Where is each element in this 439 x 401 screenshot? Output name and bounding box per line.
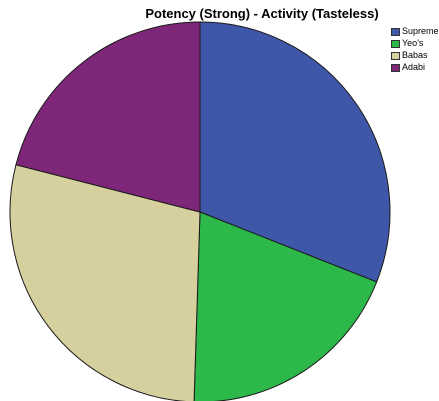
legend-swatch (391, 27, 400, 36)
legend-swatch (391, 51, 400, 60)
pie-slice-adabi (15, 21, 201, 213)
legend-label: Supreme (402, 26, 439, 36)
pie-slice-babas (9, 164, 201, 401)
legend-item: Yeo's (391, 38, 439, 49)
legend-label: Adabi (402, 62, 426, 72)
legend-label: Babas (402, 50, 428, 60)
legend-label: Yeo's (402, 38, 424, 48)
legend-swatch (391, 39, 400, 48)
chart-title: Potency (Strong) - Activity (Tasteless) (145, 6, 379, 21)
legend-item: Adabi (391, 62, 439, 73)
pie-slice-supreme (199, 21, 391, 283)
legend-swatch (391, 63, 400, 72)
legend-item: Supreme (391, 26, 439, 37)
pie-slice-yeo-s (193, 211, 378, 401)
legend-item: Babas (391, 50, 439, 61)
chart-legend: Supreme Yeo's Babas Adabi (391, 26, 439, 74)
